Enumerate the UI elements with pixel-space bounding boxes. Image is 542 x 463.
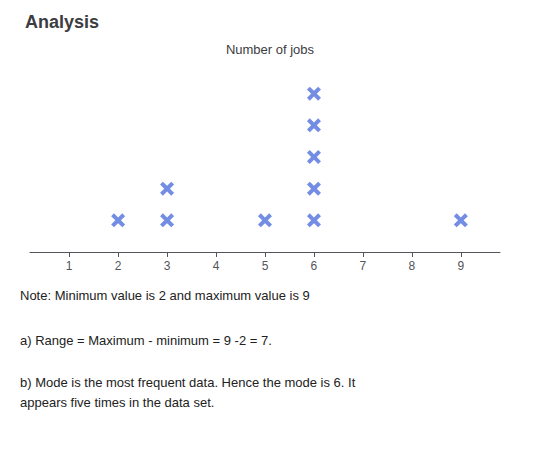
- svg-text:2: 2: [115, 259, 122, 273]
- svg-text:Note: Minimum value is 2 and m: Note: Minimum value is 2 and maximum val…: [20, 288, 310, 303]
- svg-text:9: 9: [457, 259, 464, 273]
- svg-text:6: 6: [311, 259, 318, 273]
- svg-text:7: 7: [360, 259, 367, 273]
- svg-text:Number of jobs: Number of jobs: [226, 42, 315, 57]
- svg-text:a) Range = Maximum - minimum =: a) Range = Maximum - minimum = 9 -2 = 7.: [20, 333, 272, 348]
- svg-text:8: 8: [409, 259, 416, 273]
- svg-text:appears five times in the data: appears five times in the data set.: [20, 395, 214, 410]
- svg-text:4: 4: [213, 259, 220, 273]
- svg-text:b) Mode is the most frequent d: b) Mode is the most frequent data. Hence…: [20, 375, 356, 390]
- svg-text:5: 5: [262, 259, 269, 273]
- svg-text:Analysis: Analysis: [25, 12, 99, 32]
- svg-text:3: 3: [164, 259, 171, 273]
- svg-text:1: 1: [66, 259, 73, 273]
